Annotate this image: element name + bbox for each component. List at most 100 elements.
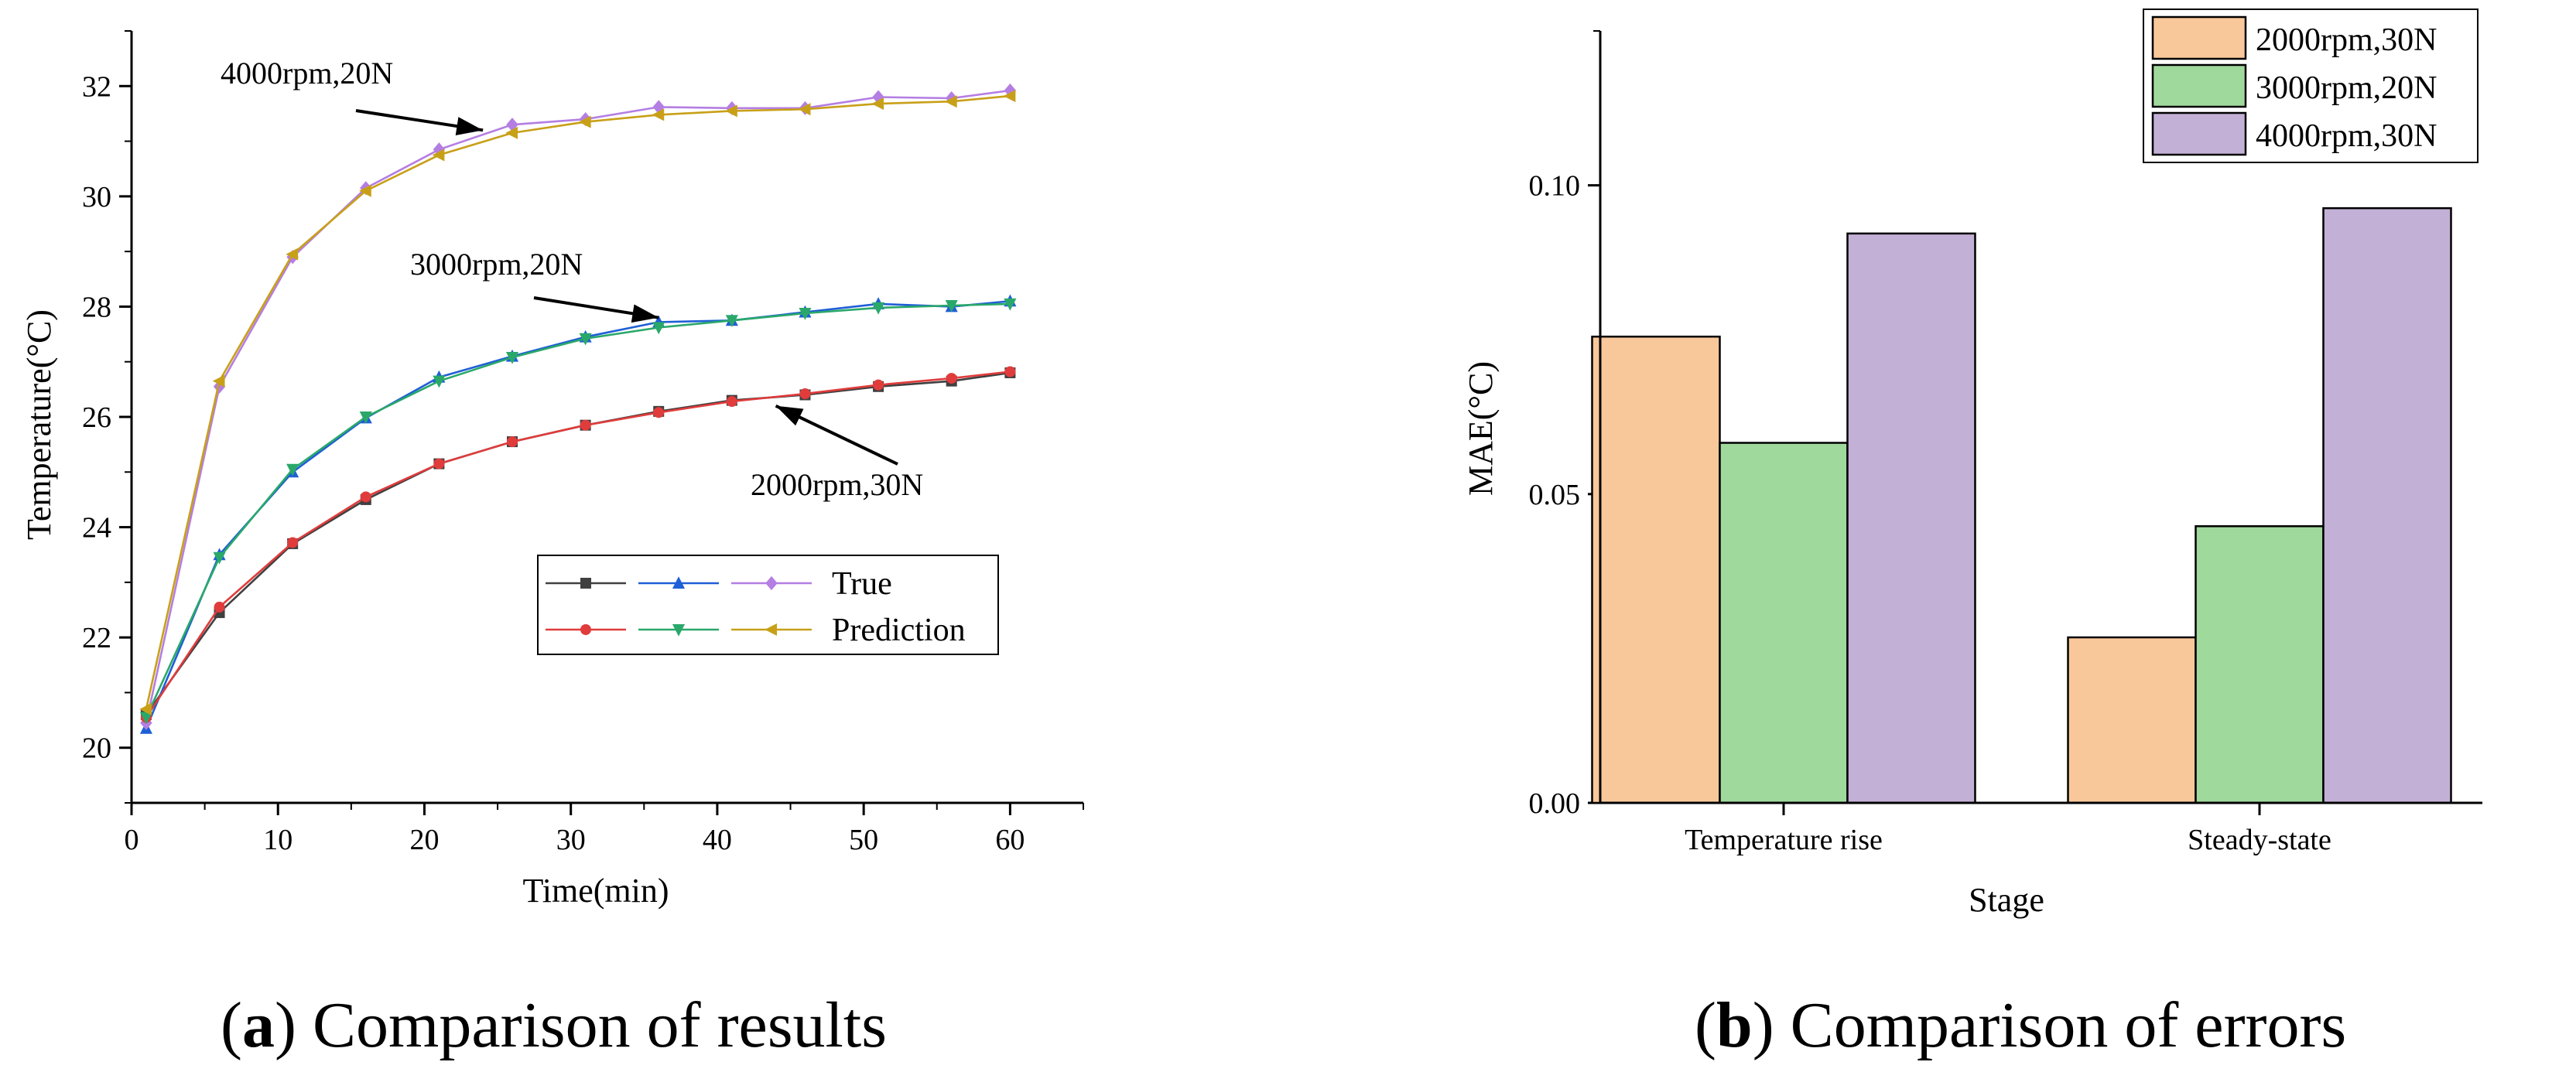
data-point [872,302,885,315]
x-tick-label: 0 [125,824,139,856]
annotation-label-3000rpm: 3000rpm,20N [410,247,583,282]
data-point [871,97,884,111]
panel-a-x-axis-title: Time(min) [522,872,669,910]
legend-swatch-marker [580,624,591,635]
panel-a-caption-letter: a [242,989,275,1061]
y-tick-label: 0.05 [1529,479,1581,511]
annotation-arrow-head [455,117,484,135]
legend-swatch [2151,15,2247,60]
legend-swatch-marker [672,624,686,637]
y-tick-label: 26 [82,401,111,434]
data-point [652,322,665,335]
y-tick-label: 32 [82,70,111,103]
data-point [1004,366,1016,377]
legend-swatch-marker [765,623,777,637]
data-point [507,436,518,448]
data-point [433,375,446,388]
panel-a-legend-box [537,555,999,655]
panel-a-caption-text: ) Comparison of results [275,989,887,1061]
bar [1846,232,1976,804]
data-point [505,352,519,364]
data-point [432,149,445,162]
panel-a-line-chart: 0 10 20 30 40 50 60 20 22 24 26 28 30 32 Time(min) Te… [20,30,1084,1061]
data-point [139,712,152,725]
data-point [212,374,225,388]
y-tick-label: 0.00 [1529,787,1581,820]
panel-a-series [139,83,1017,734]
panel-a-annotations: 4000rpm,20N 3000rpm,20N 2000rpm,30N [221,56,923,502]
data-point [214,601,225,613]
panel-b-bars [1591,207,2452,804]
panel-b-y-axis-title: MAE(°C) [1462,361,1500,496]
annotation-arrow-head [775,405,804,426]
legend-label: 4000rpm,30N [2256,118,2437,154]
panel-a-legend: True Prediction [537,555,999,655]
data-point [872,90,884,104]
data-point [578,115,591,128]
panel-b-legend: 2000rpm,30N 3000rpm,20N 4000rpm,30N [2143,9,2479,163]
x-tick-label: 30 [556,824,586,856]
y-tick-label: 24 [82,512,111,545]
data-point [359,411,372,424]
data-point [946,373,957,384]
data-point [505,126,518,139]
x-tick-label: Temperature rise [1685,824,1883,856]
series-line-0 [145,371,1011,715]
data-point [726,396,737,408]
panel-b-ticks: 0.00 0.05 0.10 Temperature rise Steady-state [1529,30,2331,856]
annotation-label-4000rpm: 4000rpm,20N [221,56,393,90]
x-tick-label: 10 [263,824,292,856]
x-tick-label: 60 [995,824,1025,856]
y-tick-label: 22 [82,622,111,654]
panel-a-legend-swatches [546,575,812,637]
legend-swatch-marker [765,575,778,591]
y-tick-label: 0.10 [1529,170,1581,203]
data-point [944,95,957,108]
data-point [286,248,299,261]
panel-b-bar-chart: 0.00 0.05 0.10 Temperature rise Steady-state… [1462,9,2482,1061]
series-line-4 [145,302,1011,719]
panel-b-x-axis-title: Stage [1969,881,2044,919]
x-tick-label: 40 [703,824,732,856]
data-point [798,103,811,116]
legend-swatch [2151,111,2247,156]
bar [1719,442,1849,804]
annotation-arrows [355,109,898,466]
data-point [725,104,737,118]
data-point [799,307,812,320]
data-point [1004,83,1017,98]
data-point [725,315,738,327]
panel-b-axes [1599,31,2482,804]
legend-label-prediction: Prediction [832,613,966,648]
bar [2322,207,2452,804]
data-point [1003,90,1016,103]
panel-a-caption: (a) Comparison of results [221,989,887,1061]
data-point [652,100,665,114]
series-line-1 [145,300,1011,729]
data-point [653,407,665,418]
legend-swatch [2151,63,2247,108]
panel-b-caption-letter: b [1716,989,1753,1061]
panel-b-legend-items: 2000rpm,30N 3000rpm,20N 4000rpm,30N [2151,15,2437,156]
legend-label-true: True [832,566,892,602]
legend-swatch-marker [580,578,591,589]
series-line-3 [145,370,1011,719]
annotation-label-2000rpm: 2000rpm,30N [751,467,923,502]
data-point [652,108,665,121]
y-tick-label: 28 [82,291,111,323]
legend-swatch-marker [672,576,686,589]
annotation-arrow-head [631,304,659,323]
legend-label: 3000rpm,20N [2256,70,2437,106]
data-point [579,333,592,346]
bar [2067,636,2197,804]
panel-a-ticks: 0 10 20 30 40 50 60 20 22 24 26 28 30 32 [82,30,1084,856]
data-point [873,379,884,391]
y-tick-label: 30 [82,181,111,213]
y-tick-label: 20 [82,732,111,765]
data-point [287,537,299,548]
panel-a-y-axis-title: Temperature(°C) [20,309,58,540]
bar [2195,525,2325,804]
x-tick-label: 50 [849,824,878,856]
data-point [360,491,371,503]
